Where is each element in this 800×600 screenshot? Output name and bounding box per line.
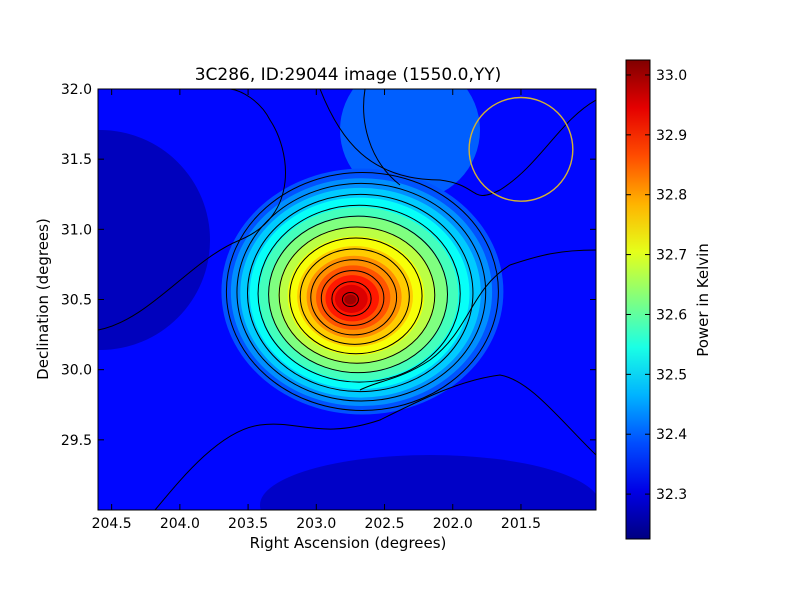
contour-line bbox=[278, 226, 436, 364]
y-tick-label: 32.0 bbox=[61, 82, 92, 98]
y-tick-label: 30.5 bbox=[61, 293, 92, 309]
y-tick-label: 30.0 bbox=[61, 363, 92, 379]
colorbar: 32.3 32.4 32.5 32.6 32.7 32.8 32.9 33.0 bbox=[625, 59, 687, 540]
x-axis: 204.5 204.0 203.5 203.0 202.5 202.0 201.5 bbox=[92, 89, 541, 532]
x-tick-label: 204.0 bbox=[160, 516, 200, 532]
colorbar-ticks: 32.3 32.4 32.5 32.6 32.7 32.8 32.9 33.0 bbox=[626, 68, 687, 503]
y-tick-label: 31.5 bbox=[61, 152, 92, 168]
colorbar-tick-label: 32.9 bbox=[656, 128, 687, 144]
contour-line bbox=[236, 182, 487, 402]
colorbar-tick-label: 32.3 bbox=[656, 487, 687, 503]
colorbar-tick-label: 32.4 bbox=[656, 427, 687, 443]
x-tick-label: 204.5 bbox=[92, 516, 132, 532]
contour-line bbox=[299, 248, 410, 345]
y-axis-label: Declination (degrees) bbox=[34, 218, 52, 380]
plot-area bbox=[98, 89, 596, 510]
contour-line bbox=[320, 270, 385, 326]
y-axis: 29.5 30.0 30.5 31.0 31.5 32.0 bbox=[61, 82, 596, 449]
x-tick-label: 203.0 bbox=[296, 516, 336, 532]
contour-line bbox=[363, 89, 401, 186]
x-axis-label: Right Ascension (degrees) bbox=[250, 534, 447, 552]
contour-line bbox=[268, 215, 449, 374]
contour-line bbox=[257, 204, 461, 383]
y-tick-label: 31.0 bbox=[61, 222, 92, 238]
colorbar-tick-label: 32.8 bbox=[656, 188, 687, 204]
contour-line bbox=[319, 89, 596, 196]
colorbar-tick-label: 33.0 bbox=[656, 68, 687, 84]
colorbar-tick-label: 32.6 bbox=[656, 307, 687, 323]
contour-line bbox=[359, 249, 596, 391]
contour-line bbox=[289, 237, 423, 355]
x-tick-label: 203.5 bbox=[228, 516, 268, 532]
beam-circle bbox=[468, 96, 574, 202]
contour-line bbox=[310, 259, 398, 336]
chart-title: 3C286, ID:29044 image (1550.0,YY) bbox=[195, 65, 502, 85]
heat-level bbox=[344, 294, 357, 305]
heatmap-layers bbox=[98, 89, 596, 510]
contour-lines bbox=[98, 89, 596, 510]
contour-line bbox=[247, 193, 474, 393]
x-tick-label: 201.5 bbox=[501, 516, 541, 532]
heat-low-region bbox=[98, 130, 210, 350]
x-tick-label: 202.0 bbox=[433, 516, 473, 532]
x-tick-label: 202.5 bbox=[364, 516, 404, 532]
colorbar-gradient bbox=[626, 60, 650, 539]
colorbar-frame bbox=[625, 59, 651, 540]
heat-low-region bbox=[260, 455, 596, 510]
contour-line bbox=[154, 374, 596, 510]
contour-line bbox=[225, 172, 499, 411]
contour-line bbox=[331, 281, 372, 317]
colorbar-label: Power in Kelvin bbox=[694, 243, 712, 357]
colorbar-tick-label: 32.7 bbox=[656, 248, 687, 264]
contour-line bbox=[341, 292, 359, 307]
y-tick-label: 29.5 bbox=[61, 433, 92, 449]
colorbar-tick-label: 32.5 bbox=[656, 367, 687, 383]
contour-line bbox=[98, 89, 286, 331]
